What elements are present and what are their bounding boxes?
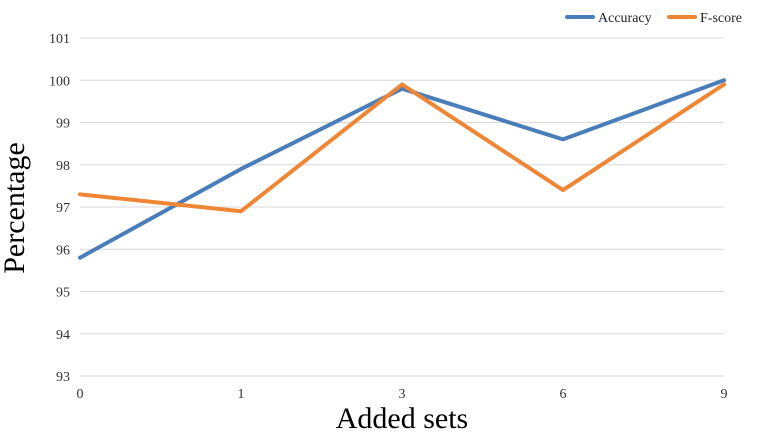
y-axis-label: Percentage <box>0 142 31 274</box>
legend-label-accuracy: Accuracy <box>598 11 652 26</box>
x-axis-ticks: 0 1 3 6 9 <box>77 387 728 402</box>
y-tick-label: 101 <box>49 32 70 47</box>
y-axis-ticks: 93 94 95 96 97 98 99 100 101 <box>49 32 70 385</box>
y-tick-label: 99 <box>56 117 70 132</box>
x-tick-label: 1 <box>238 387 245 402</box>
x-tick-label: 0 <box>77 387 84 402</box>
x-tick-label: 9 <box>721 387 728 402</box>
y-tick-label: 95 <box>56 286 70 301</box>
x-tick-label: 6 <box>560 387 567 402</box>
legend-label-f-score: F-score <box>700 11 742 26</box>
y-tick-label: 97 <box>56 201 70 216</box>
y-tick-label: 94 <box>56 328 70 343</box>
series-line-f-score <box>78 82 726 214</box>
y-tick-label: 100 <box>49 74 70 89</box>
y-tick-label: 96 <box>56 243 70 258</box>
series-lines <box>78 78 726 260</box>
series-line-accuracy <box>78 78 726 260</box>
x-axis-label: Added sets <box>336 402 468 435</box>
y-tick-label: 93 <box>56 370 70 385</box>
y-tick-label: 98 <box>56 159 70 174</box>
x-tick-label: 3 <box>399 387 406 402</box>
legend: Accuracy F-score <box>565 11 742 26</box>
